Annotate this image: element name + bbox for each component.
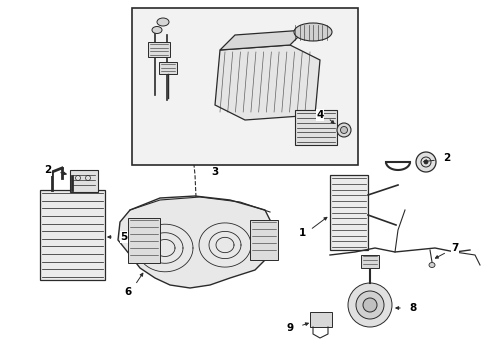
Bar xyxy=(159,62,177,74)
Bar xyxy=(128,218,160,263)
Text: 2: 2 xyxy=(443,153,450,163)
Bar xyxy=(132,8,357,165)
Text: 7: 7 xyxy=(450,243,458,253)
Text: 3: 3 xyxy=(211,167,218,177)
Bar xyxy=(40,190,105,280)
Ellipse shape xyxy=(428,262,434,267)
Ellipse shape xyxy=(157,18,169,26)
Ellipse shape xyxy=(152,27,162,33)
Text: 4: 4 xyxy=(316,110,323,120)
Bar xyxy=(329,175,367,250)
Ellipse shape xyxy=(336,123,350,137)
Text: 9: 9 xyxy=(286,323,293,333)
Text: 1: 1 xyxy=(298,228,305,238)
Polygon shape xyxy=(118,196,274,288)
Text: 8: 8 xyxy=(408,303,416,313)
Ellipse shape xyxy=(362,298,376,312)
Text: 2: 2 xyxy=(44,165,52,175)
Ellipse shape xyxy=(423,160,427,164)
Polygon shape xyxy=(220,30,305,50)
Text: 6: 6 xyxy=(124,287,131,297)
Text: 5: 5 xyxy=(120,232,127,242)
Polygon shape xyxy=(215,45,319,120)
Bar xyxy=(360,255,378,268)
Ellipse shape xyxy=(340,126,347,134)
Ellipse shape xyxy=(415,152,435,172)
Bar xyxy=(294,110,336,145)
Ellipse shape xyxy=(293,23,331,41)
Bar xyxy=(70,170,98,192)
Ellipse shape xyxy=(355,291,383,319)
Bar xyxy=(309,312,331,327)
Bar xyxy=(249,220,278,260)
Ellipse shape xyxy=(347,283,391,327)
Bar xyxy=(148,42,170,57)
